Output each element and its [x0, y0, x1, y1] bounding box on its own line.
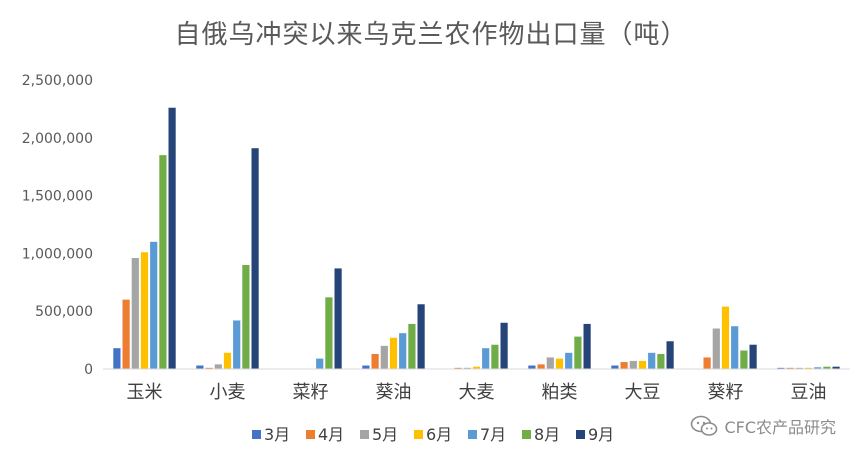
bar [242, 264, 250, 369]
bar [740, 350, 748, 369]
bar [721, 306, 730, 369]
legend-swatch [414, 430, 423, 439]
chart-title: 自俄乌冲突以来乌克兰农作物出口量（吨） [174, 20, 688, 50]
bar [233, 320, 241, 369]
bar [731, 326, 739, 369]
bar [666, 341, 674, 369]
bar [131, 258, 139, 369]
y-tick-label: 500,000 [35, 304, 93, 320]
y-axis: 0 500,000 1,000,000 1,500,000 2,000,000 2,500… [22, 73, 93, 378]
legend-label: 3月 [264, 425, 290, 444]
legend-swatch [468, 430, 477, 439]
legend-swatch [576, 430, 585, 439]
bar [638, 360, 647, 369]
bar [122, 299, 130, 369]
bar [214, 364, 222, 369]
bar [482, 348, 490, 369]
legend-swatch [360, 430, 369, 439]
bar [380, 345, 388, 369]
bar [371, 353, 379, 369]
bar [620, 362, 628, 369]
x-tick-label: 豆油 [791, 382, 827, 403]
bar [546, 357, 554, 369]
bars [113, 107, 840, 370]
bar [611, 365, 619, 369]
legend-label: 9月 [588, 425, 614, 444]
bar [712, 328, 720, 369]
bar [814, 367, 822, 369]
bar [113, 348, 121, 369]
legend-label: 7月 [480, 425, 506, 444]
bar [463, 367, 471, 369]
bar [629, 360, 637, 369]
legend-swatch [306, 430, 315, 439]
bar [555, 358, 564, 369]
bar [159, 155, 167, 369]
legend-label: 6月 [426, 425, 452, 444]
bar [777, 367, 785, 369]
bar [500, 322, 508, 369]
legend-swatch [252, 430, 261, 439]
bar [389, 337, 398, 369]
y-tick-label: 1,000,000 [22, 246, 93, 262]
bar [205, 367, 213, 369]
bar [399, 333, 407, 369]
bar [454, 367, 462, 369]
x-tick-label: 粕类 [542, 382, 578, 403]
bar [150, 241, 158, 369]
wechat-icon [691, 415, 718, 436]
bar [703, 357, 711, 369]
bar [408, 323, 416, 369]
bar [417, 304, 425, 369]
legend-label: 8月 [534, 425, 560, 444]
x-tick-label: 玉米 [127, 382, 163, 403]
legend-label: 4月 [318, 425, 344, 444]
bar [657, 353, 665, 369]
legend-label: 5月 [372, 425, 398, 444]
x-tick-label: 葵籽 [708, 382, 744, 403]
x-tick-label: 大麦 [459, 382, 495, 403]
bar [574, 336, 582, 369]
bar [491, 344, 499, 369]
x-tick-label: 菜籽 [293, 382, 329, 403]
watermark-text: CFC农产品研究 [724, 418, 836, 437]
bar [537, 364, 545, 369]
bar [583, 323, 591, 369]
y-tick-label: 0 [84, 362, 93, 378]
bar [795, 367, 803, 369]
legend: 3月 4月 5月 6月 7月 8月 9月 [252, 425, 614, 444]
y-tick-label: 1,500,000 [22, 189, 93, 205]
bar [251, 148, 259, 369]
bar [786, 367, 794, 369]
bar [140, 252, 149, 369]
y-tick-label: 2,500,000 [22, 73, 93, 89]
bar [168, 107, 176, 370]
bar [823, 366, 831, 369]
bar [196, 365, 204, 369]
x-tick-label: 大豆 [625, 382, 661, 403]
bar [648, 352, 656, 369]
bar [472, 366, 481, 369]
bar [223, 352, 232, 369]
bar [362, 365, 370, 369]
legend-swatch [522, 430, 531, 439]
x-axis: 玉米 小麦 菜籽 葵油 大麦 粕类 大豆 葵籽 豆油 [103, 368, 850, 403]
y-tick-label: 2,000,000 [22, 131, 93, 147]
x-tick-label: 葵油 [376, 382, 412, 403]
bar [804, 367, 813, 369]
bar [565, 352, 573, 369]
bar [325, 297, 333, 369]
bar [528, 365, 536, 369]
bar [832, 366, 840, 369]
bar [334, 268, 342, 369]
x-tick-label: 小麦 [210, 382, 246, 403]
bar [316, 358, 324, 369]
watermark: CFC农产品研究 [690, 414, 836, 438]
bar [749, 344, 757, 369]
